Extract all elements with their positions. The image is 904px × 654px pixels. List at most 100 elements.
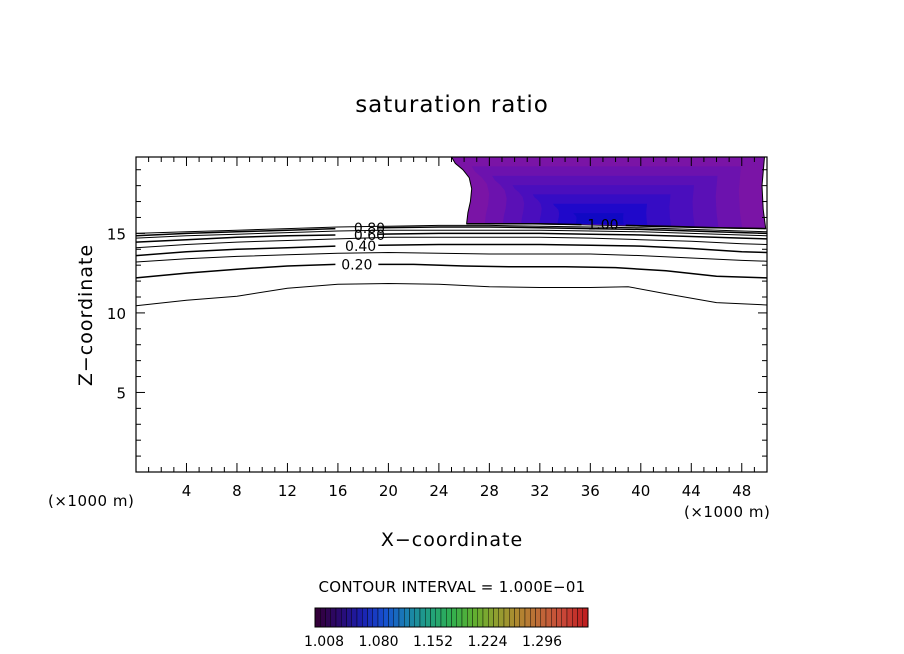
contour-line-0.9: [135, 224, 768, 234]
colorbar-cell: [566, 607, 573, 628]
colorbar-cell: [498, 607, 505, 628]
saturation-band-7: [573, 213, 624, 225]
colorbar-cell: [404, 607, 410, 628]
contour-line-0.6: [135, 234, 336, 243]
contour-interval-text: CONTOUR INTERVAL = 1.000E−01: [318, 578, 585, 596]
colorbar-cell: [451, 607, 457, 628]
colorbar-cell: [435, 607, 442, 628]
colorbar-cell: [414, 607, 421, 628]
colorbar-cell: [482, 607, 489, 628]
x-tick-label: 48: [732, 482, 751, 500]
colorbar-cell: [367, 607, 373, 628]
x-unit-label: (×1000 m): [684, 503, 770, 521]
colorbar-cell: [477, 607, 484, 628]
colorbar-cell: [582, 607, 589, 628]
colorbar-cell: [472, 607, 478, 628]
colorbar-cell: [519, 607, 526, 628]
x-tick-label: 12: [278, 482, 297, 500]
colorbar-cell: [346, 607, 352, 628]
colorbar-cell: [383, 607, 389, 628]
colorbar-cell: [488, 607, 494, 628]
contour-label: 0.60: [354, 228, 385, 244]
colorbar-cell: [393, 607, 400, 628]
contour-line-0.8-b: [378, 226, 768, 235]
colorbar-cell: [325, 607, 331, 628]
x-tick-label: 16: [328, 482, 347, 500]
colorbar-cell: [461, 607, 468, 628]
colorbar-cell: [351, 607, 358, 628]
plot-area: 0.800.600.400.201.004 8 12 16 20 24 28 32 36 40 44…: [107, 156, 768, 500]
chart-title: saturation ratio: [355, 92, 549, 118]
colorbar-cell: [503, 607, 510, 628]
supersaturation-shading: [450, 157, 767, 230]
colorbar-cell: [335, 607, 342, 628]
x-tick-label: 44: [682, 482, 701, 500]
colorbar-cell: [314, 607, 321, 628]
contour-line-0.4: [135, 245, 336, 257]
contour-line-0.2-b: [378, 263, 768, 279]
colorbar-cell: [446, 607, 452, 628]
colorbar-cell: [456, 607, 463, 628]
colorbar-cell: [556, 607, 562, 628]
x-tick-label: 32: [530, 482, 549, 500]
colorbar-cell: [398, 607, 405, 628]
colorbar-cell: [440, 607, 447, 628]
colorbar-cell: [467, 607, 473, 628]
y-tick-label: 15: [107, 225, 126, 243]
colorbar-cell: [509, 607, 515, 628]
contour-label: 0.80: [354, 221, 385, 237]
colorbar-cell: [561, 607, 568, 628]
colorbar-cell: [430, 607, 436, 628]
colorbar-tick-label: 1.152: [413, 634, 453, 650]
colorbar-cell: [330, 607, 337, 628]
colorbar-cell: [372, 607, 379, 628]
x-axis-label: X−coordinate: [381, 529, 523, 551]
colorbar-tick-label: 1.080: [358, 634, 398, 650]
contour-line-1: [466, 223, 582, 226]
z-unit-label: (×1000 m): [48, 492, 134, 510]
colorbar-cell: [409, 607, 415, 628]
x-tick-label: 8: [232, 482, 242, 500]
colorbar-cell: [362, 607, 368, 628]
colorbar-cell: [377, 607, 384, 628]
x-tick-label: 40: [631, 482, 650, 500]
y-axis-label: Z−coordinate: [75, 244, 97, 386]
colorbar-frame: [314, 607, 589, 628]
colorbar-cell: [419, 607, 426, 628]
contour-line-1-b: [625, 224, 766, 230]
x-tick-label: 36: [581, 482, 600, 500]
colorbar-cell: [320, 607, 326, 628]
colorbar-cell: [514, 607, 520, 628]
colorbar-tick-label: 1.296: [522, 634, 562, 650]
colorbar-cell: [530, 607, 536, 628]
contour-line-0.4-b: [378, 243, 768, 254]
contour-line-0.6-b: [378, 232, 768, 240]
contour-line-0.3: [135, 251, 768, 263]
colorbar-cell: [577, 607, 583, 628]
colorbar-cell: [551, 607, 557, 628]
contour-line-0.2: [135, 263, 336, 279]
colorbar-cell: [341, 607, 347, 628]
colorbar-tick-label: 1.224: [467, 634, 507, 650]
contour-line-0.8: [135, 227, 336, 237]
contour-label: 0.40: [345, 239, 376, 255]
colorbar-cell: [535, 607, 541, 628]
colorbar-cell: [572, 607, 578, 628]
y-tick-label: 5: [116, 384, 126, 402]
x-tick-label: 4: [182, 482, 192, 500]
contour-line-0.1: [135, 282, 768, 307]
x-tick-label: 24: [429, 482, 448, 500]
contour-line-0.5: [135, 236, 768, 249]
contour-label: 0.20: [341, 257, 372, 273]
colorbar-cell: [388, 607, 394, 628]
x-tick-label: 20: [379, 482, 398, 500]
y-tick-label: 10: [107, 305, 126, 323]
colorbar-cell: [524, 607, 531, 628]
colorbar-cell: [540, 607, 547, 628]
colorbar-cell: [545, 607, 552, 628]
colorbar-cell: [493, 607, 499, 628]
contour-label: 1.00: [587, 218, 618, 234]
colorbar-cell: [356, 607, 363, 628]
colorbar-cell: [425, 607, 431, 628]
